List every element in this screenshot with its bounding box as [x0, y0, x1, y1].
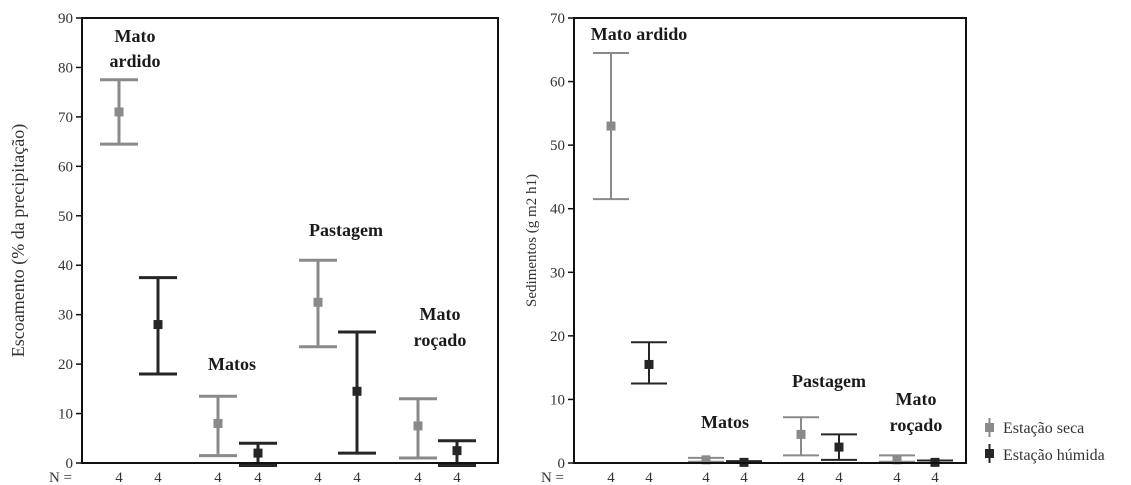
y-tick-label: 60: [550, 75, 565, 91]
y-tick-label: 30: [58, 308, 73, 324]
group-label: Pastagem: [792, 371, 866, 391]
group-label: Mato: [420, 304, 461, 324]
mean-marker: [452, 446, 462, 456]
n-value: 4: [115, 470, 123, 485]
mean-marker: [644, 359, 654, 369]
plot-frame: [573, 17, 967, 464]
n-value: 4: [893, 470, 901, 485]
y-tick-label: 20: [550, 329, 565, 345]
y-tick-label: 40: [58, 258, 73, 274]
group-label: ardido: [109, 51, 160, 71]
n-value: 4: [835, 470, 843, 485]
n-value: 4: [453, 470, 461, 485]
mean-marker: [796, 429, 806, 439]
y-tick-label: 40: [550, 202, 565, 218]
group-label: Matos: [208, 354, 256, 374]
mean-marker: [213, 418, 223, 428]
y-axis-title: Sedimentos (g m2 h1): [524, 174, 540, 307]
mean-marker: [892, 455, 902, 465]
group-label: Mato: [896, 389, 937, 409]
n-value: 4: [254, 470, 262, 485]
y-tick-label: 70: [58, 110, 73, 126]
y-tick-label: 0: [66, 456, 74, 472]
n-row-label: N =: [49, 470, 72, 485]
y-tick-label: 50: [58, 209, 73, 225]
y-tick-label: 90: [58, 11, 73, 27]
mean-marker: [114, 107, 124, 117]
legend: Estação seca Estação húmida: [985, 418, 1105, 464]
legend-label-dry: Estação seca: [1003, 420, 1084, 437]
y-axis-title: Escoamento (% da precipitação): [8, 124, 29, 357]
n-row-label: N =: [541, 470, 564, 485]
mean-marker: [701, 455, 711, 465]
y-tick-label: 10: [58, 407, 73, 423]
plot-frame: [81, 17, 499, 464]
y-tick-label: 60: [58, 159, 73, 175]
mean-marker: [834, 442, 844, 452]
group-label: roçado: [414, 330, 467, 350]
y-tick-label: 10: [550, 392, 565, 408]
n-value: 4: [414, 470, 422, 485]
group-label: Mato: [115, 26, 156, 46]
n-value: 4: [797, 470, 805, 485]
group-label: Mato ardido: [591, 24, 688, 44]
n-value: 4: [154, 470, 162, 485]
n-value: 4: [214, 470, 222, 485]
mean-marker: [313, 297, 323, 307]
n-value: 4: [607, 470, 615, 485]
group-label: roçado: [890, 415, 943, 435]
chart-runoff: 0 10 20 30 40 50 60 70 80 90 Escoamento (% da prec…: [8, 11, 499, 485]
y-tick-label: 20: [58, 357, 73, 373]
y-tick-label: 30: [550, 265, 565, 281]
mean-marker: [253, 448, 263, 458]
y-tick-label: 80: [58, 60, 73, 76]
mean-marker: [606, 121, 616, 131]
n-value: 4: [702, 470, 710, 485]
y-tick-label: 0: [558, 456, 566, 472]
n-value: 4: [353, 470, 361, 485]
y-tick-label: 70: [550, 11, 565, 27]
mean-marker: [352, 386, 362, 396]
legend-label-wet: Estação húmida: [1003, 447, 1105, 464]
y-tick-label: 50: [550, 138, 565, 154]
group-label: Pastagem: [309, 220, 383, 240]
group-label: Matos: [701, 412, 749, 432]
mean-marker: [153, 320, 163, 330]
mean-marker: [413, 421, 423, 431]
n-value: 4: [931, 470, 939, 485]
n-value: 4: [645, 470, 653, 485]
n-value: 4: [314, 470, 322, 485]
chart-sediments: 0 10 20 30 40 50 60 70 Sedimentos (g m2 h1) Mato …: [524, 11, 967, 485]
n-value: 4: [740, 470, 748, 485]
